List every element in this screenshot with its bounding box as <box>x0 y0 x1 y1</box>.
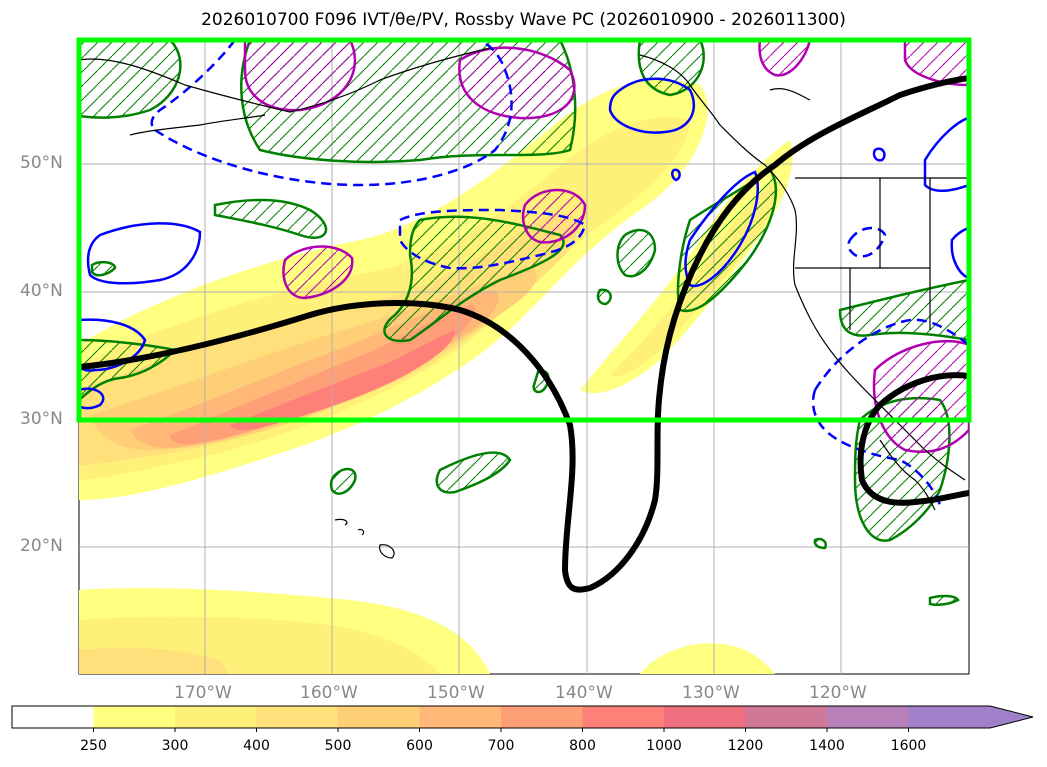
colorbar <box>11 705 1034 732</box>
region-box <box>76 37 972 423</box>
lon-label-140w: 140°W <box>555 683 613 703</box>
blue-contours-solid <box>79 77 969 410</box>
magenta-contours <box>243 40 969 454</box>
colorbar-tick-label: 1400 <box>809 738 845 754</box>
colorbar-swatch <box>501 706 583 728</box>
colorbar-tick-label: 500 <box>324 738 352 754</box>
colorbar-swatch <box>582 706 665 728</box>
lon-label-130w: 130°W <box>682 683 740 703</box>
lat-label-30n: 30°N <box>20 409 63 429</box>
colorbar-tick-label: 600 <box>406 738 433 754</box>
lat-label-20n: 20°N <box>20 536 63 556</box>
lon-label-120w: 120°W <box>809 683 867 703</box>
colorbar-tick-label: 700 <box>487 738 515 754</box>
lon-label-170w: 170°W <box>174 683 232 703</box>
colorbar-swatch <box>175 706 257 728</box>
colorbar-swatch <box>93 706 176 728</box>
colorbar-swatch <box>419 706 502 728</box>
blue-contours-dashed <box>150 40 969 506</box>
colorbar-tick-label: 1600 <box>890 738 927 754</box>
colorbar-swatch <box>256 706 339 728</box>
colorbar-extend-arrow <box>909 706 1033 728</box>
colorbar-tick-label: 1200 <box>727 738 764 754</box>
black-contours <box>79 75 969 593</box>
colorbar-swatch <box>745 706 828 728</box>
colorbar-outline <box>11 705 1034 729</box>
colorbar-tick-label: 250 <box>80 738 107 754</box>
colorbar-tick-label: 800 <box>569 738 596 754</box>
colorbar-swatch <box>338 706 420 728</box>
colorbar-swatch <box>664 706 746 728</box>
map-title: 2026010700 F096 IVT/θe/PV, Rossby Wave P… <box>201 10 846 30</box>
lat-label-40n: 40°N <box>20 281 63 301</box>
colorbar-tick-label: 400 <box>243 738 270 754</box>
lat-label-50n: 50°N <box>20 153 63 173</box>
colorbar-tick-label: 300 <box>161 738 189 754</box>
lon-label-160w: 160°W <box>300 683 358 703</box>
colorbar-swatch <box>12 706 94 728</box>
colorbar-tick-label: 1000 <box>646 738 682 754</box>
colorbar-swatch <box>827 706 909 728</box>
lon-label-150w: 150°W <box>427 683 485 703</box>
